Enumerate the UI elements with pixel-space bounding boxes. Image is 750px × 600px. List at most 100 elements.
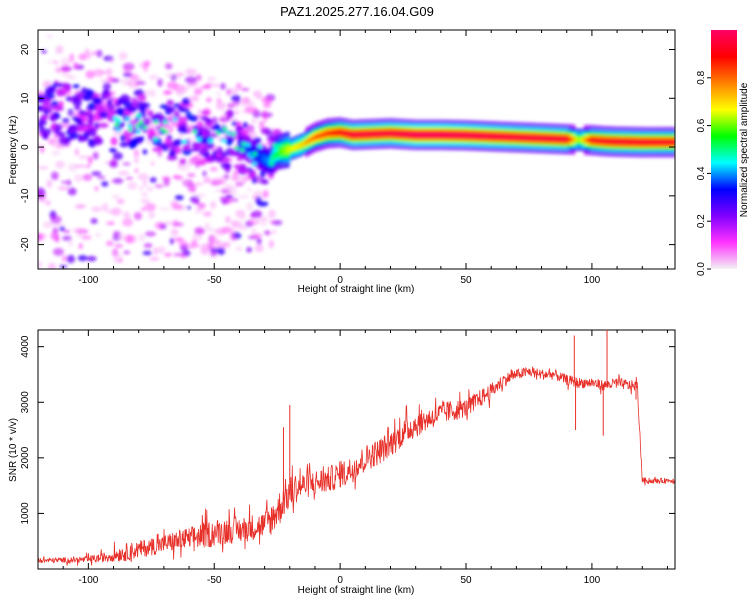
spectrogram-speckle: [85, 88, 93, 97]
spectrogram-speckle: [38, 126, 47, 134]
spectrogram-speckle: [245, 105, 257, 114]
spectrogram-speckle: [206, 228, 218, 233]
spectrogram-xtick-label: 100: [584, 275, 601, 286]
spectrogram-xtick-label: -50: [207, 275, 222, 286]
spectrogram-speckle: [186, 126, 192, 134]
spectrogram-xtick-label: -100: [78, 275, 98, 286]
spectrogram-speckle: [148, 211, 156, 219]
spectrogram-node: [153, 120, 159, 125]
spectrogram-speckle: [196, 121, 204, 128]
spectrogram-speckle: [55, 106, 64, 111]
spectrogram-speckle: [50, 171, 59, 181]
spectrogram-speckle: [114, 102, 121, 107]
spectrogram-speckle: [38, 118, 47, 126]
spectrogram-speckle: [179, 158, 187, 165]
spectrogram-speckle: [256, 237, 262, 245]
spectrogram-speckle: [259, 121, 265, 128]
spectrogram-speckle: [41, 103, 53, 109]
spectrogram-speckle: [193, 182, 204, 186]
spectrogram-speckle: [129, 73, 139, 80]
spectrogram-speckle: [143, 60, 151, 67]
spectrogram-speckle: [102, 82, 112, 91]
spectrogram-node: [251, 161, 257, 166]
spectrogram-speckle: [170, 228, 179, 237]
spectrogram-ytick-label: 20: [20, 44, 31, 56]
snr-frame: [37, 329, 676, 570]
spectrogram-speckle: [230, 87, 239, 96]
spectrogram-speckle: [229, 232, 238, 242]
spectrogram-speckle: [78, 155, 89, 159]
spectrogram-speckle: [205, 97, 212, 103]
spectrogram-xtick-label: 0: [337, 275, 343, 286]
spectrogram-speckle: [195, 74, 202, 82]
spectrogram-speckle: [149, 74, 159, 81]
spectrogram-speckle: [212, 83, 220, 87]
spectrogram-speckle: [231, 94, 241, 102]
spectrogram-speckle: [122, 162, 131, 166]
spectrogram-speckle: [61, 180, 68, 184]
spectrogram-speckle: [174, 237, 184, 242]
spectrogram-node: [268, 161, 274, 166]
spectrogram-speckle: [205, 118, 213, 124]
spectrogram-speckle: [264, 230, 271, 235]
snr-xtick-label: 50: [460, 575, 472, 586]
spectrogram-speckle: [250, 228, 257, 235]
spectrogram-speckle: [158, 207, 171, 211]
spectrogram-speckle: [142, 149, 148, 155]
spectrogram-speckle: [50, 114, 57, 122]
spectrogram-speckle: [109, 148, 118, 153]
spectrogram-speckle: [144, 203, 156, 212]
spectrogram-speckle: [201, 147, 209, 152]
spectrogram-speckle: [167, 124, 174, 133]
spectrogram-speckle: [74, 148, 80, 156]
spectrogram-ylabel: Frequency (Hz): [8, 116, 19, 185]
spectrogram-speckle: [137, 93, 147, 102]
spectrogram-speckle: [206, 81, 213, 87]
spectrogram-speckle: [200, 138, 210, 145]
spectrogram-speckle: [165, 72, 174, 79]
spectrogram-speckle: [268, 209, 276, 219]
spectrogram-speckle: [263, 102, 271, 109]
spectrogram-speckle: [250, 118, 258, 124]
spectrogram-speckle: [242, 121, 248, 129]
spectrogram-speckle: [88, 138, 97, 148]
spectrogram-speckle: [122, 218, 133, 227]
spectrogram-speckle: [85, 164, 91, 168]
spectrogram-node: [230, 132, 236, 137]
spectrogram-speckle: [157, 78, 163, 87]
spectrogram-speckle: [171, 222, 184, 227]
spectrogram-speckle: [169, 237, 174, 245]
spectrogram-node: [239, 148, 245, 153]
spectrogram-speckle: [38, 166, 49, 170]
spectrogram-node: [272, 143, 278, 148]
snr-ytick-label: 1000: [20, 502, 31, 525]
spectrogram-speckle: [133, 149, 140, 158]
spectrogram-speckle: [102, 89, 109, 95]
snr-xtick-label: -100: [78, 575, 98, 586]
spectrogram-speckle: [120, 134, 126, 142]
spectrogram-speckle: [81, 112, 90, 117]
spectrogram-speckle: [226, 103, 235, 109]
spectrogram-speckle: [51, 150, 61, 156]
spectrogram-speckle: [193, 198, 200, 206]
spectrogram-speckle: [66, 179, 72, 186]
spectrogram-speckle: [251, 177, 257, 184]
spectrogram-speckle: [210, 179, 221, 186]
colorbar-tick-label: 0.6: [696, 118, 707, 132]
spectrogram-speckle: [163, 90, 172, 96]
spectrogram-speckle: [46, 107, 53, 114]
spectrogram-speckle: [60, 57, 73, 67]
spectrogram-speckle: [69, 53, 75, 62]
spectrogram-speckle: [251, 233, 263, 239]
spectrogram-speckle: [201, 127, 210, 137]
spectrogram-speckle: [258, 215, 269, 223]
spectrogram-speckle: [66, 254, 76, 264]
spectrogram-speckle: [193, 88, 203, 95]
spectrogram-speckle: [193, 193, 206, 198]
spectrogram-xlabel: Height of straight line (km): [298, 284, 415, 295]
spectrogram-speckle: [85, 70, 95, 79]
colorbar-tick-label: 0.0: [696, 262, 707, 276]
spectrogram-node: [182, 139, 188, 144]
spectrogram-ytick-label: 0: [20, 144, 31, 150]
